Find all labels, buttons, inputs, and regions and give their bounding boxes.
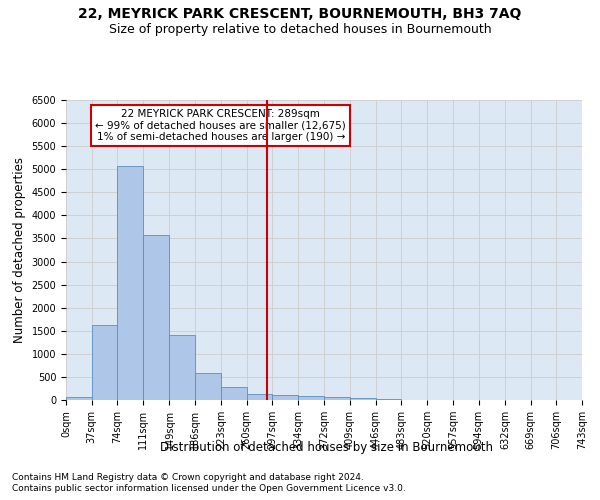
Text: Distribution of detached houses by size in Bournemouth: Distribution of detached houses by size … — [161, 441, 493, 454]
Bar — [272, 396, 298, 400]
Bar — [376, 398, 401, 400]
Bar — [195, 373, 221, 400]
Text: 22 MEYRICK PARK CRESCENT: 289sqm
← 99% of detached houses are smaller (12,675)
1: 22 MEYRICK PARK CRESCENT: 289sqm ← 99% o… — [95, 109, 346, 142]
Bar — [143, 235, 169, 400]
Bar — [118, 166, 143, 400]
Text: Contains public sector information licensed under the Open Government Licence v3: Contains public sector information licen… — [12, 484, 406, 493]
Y-axis label: Number of detached properties: Number of detached properties — [13, 157, 26, 343]
Bar — [350, 398, 376, 400]
Bar — [325, 397, 350, 400]
Text: 22, MEYRICK PARK CRESCENT, BOURNEMOUTH, BH3 7AQ: 22, MEYRICK PARK CRESCENT, BOURNEMOUTH, … — [79, 8, 521, 22]
Bar — [92, 325, 118, 400]
Bar — [221, 386, 247, 400]
Bar — [169, 336, 195, 400]
Text: Contains HM Land Registry data © Crown copyright and database right 2024.: Contains HM Land Registry data © Crown c… — [12, 472, 364, 482]
Bar — [247, 394, 272, 400]
Text: Size of property relative to detached houses in Bournemouth: Size of property relative to detached ho… — [109, 22, 491, 36]
Bar — [66, 397, 92, 400]
Bar — [298, 396, 325, 400]
